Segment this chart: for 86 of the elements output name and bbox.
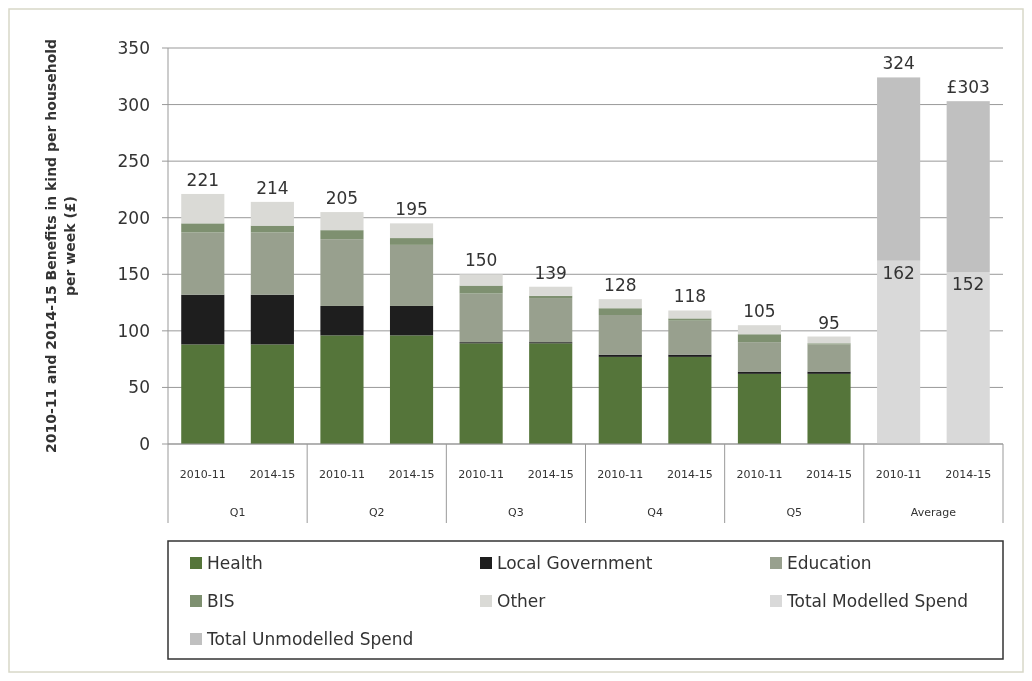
legend-label: Health xyxy=(207,552,263,573)
bar xyxy=(529,343,573,444)
legend-label: Total Unmodelled Spend xyxy=(206,628,414,649)
bar xyxy=(807,336,851,344)
bar xyxy=(807,373,851,444)
total-label: 214 xyxy=(256,177,289,198)
y-tick-label: 150 xyxy=(117,264,150,285)
bar xyxy=(598,308,642,316)
x-tick-label: 2010-11 xyxy=(875,468,922,481)
bar xyxy=(389,335,434,444)
y-tick-label: 200 xyxy=(117,207,150,228)
total-label: 118 xyxy=(673,286,707,307)
total-label: 205 xyxy=(325,188,359,209)
bar xyxy=(668,310,712,319)
text: Average xyxy=(910,506,957,519)
bar xyxy=(737,342,782,372)
y-tick-label: 250 xyxy=(117,151,150,172)
data-label: 162 xyxy=(882,262,915,283)
bar xyxy=(181,193,225,224)
text: Q5 xyxy=(786,506,803,519)
bar xyxy=(181,223,225,233)
bar xyxy=(250,344,294,444)
bar xyxy=(250,294,294,345)
bar xyxy=(320,335,364,444)
bar xyxy=(598,356,642,444)
bar xyxy=(737,373,782,444)
bar xyxy=(877,260,921,444)
x-tick-label: 2010-11 xyxy=(736,468,783,481)
x-tick-label: 2014-15 xyxy=(249,468,296,481)
y-tick-label: 100 xyxy=(117,320,150,341)
bar xyxy=(320,230,364,240)
total-label: 324 xyxy=(882,53,915,74)
x-tick-label: 2014-15 xyxy=(527,468,574,481)
bar xyxy=(946,101,990,273)
y-tick-label: 350 xyxy=(117,37,150,58)
legend-label: Local Government xyxy=(497,552,653,573)
y-tick-label: 0 xyxy=(139,433,150,454)
bar xyxy=(877,77,921,261)
x-tick-label: 2014-15 xyxy=(806,468,853,481)
bar xyxy=(668,318,712,321)
bar xyxy=(459,285,503,294)
total-label: 150 xyxy=(464,250,498,271)
y-axis-title: 2010-11 and 2014-15 Benefits in kind per household per week (£) xyxy=(43,38,78,454)
bar xyxy=(181,344,225,444)
text: Q2 xyxy=(368,506,385,519)
bar xyxy=(459,274,503,286)
total-label: 195 xyxy=(395,199,428,220)
legend-label: Other xyxy=(497,590,546,611)
bar xyxy=(250,201,294,226)
legend-label: Education xyxy=(787,552,872,573)
x-tick-label: 2014-15 xyxy=(945,468,992,481)
x-tick-label: 2010-11 xyxy=(597,468,644,481)
bar xyxy=(181,294,225,345)
bar xyxy=(320,305,364,336)
bar xyxy=(807,344,851,372)
bar xyxy=(389,305,434,336)
bar xyxy=(389,238,434,245)
x-tick-label: 2014-15 xyxy=(388,468,435,481)
total-label: 139 xyxy=(534,262,567,283)
data-label: 152 xyxy=(951,274,985,295)
y-tick-label: 300 xyxy=(117,94,150,115)
total-label: 95 xyxy=(818,312,840,333)
x-tick-label: 2010-11 xyxy=(458,468,505,481)
text: Q4 xyxy=(647,506,663,519)
total-label: £303 xyxy=(946,77,990,98)
bar xyxy=(946,272,990,444)
bar xyxy=(737,334,782,343)
total-label: 105 xyxy=(743,301,776,322)
bar xyxy=(529,286,573,296)
bar xyxy=(807,371,851,374)
bar xyxy=(459,343,503,444)
bar xyxy=(668,356,712,444)
total-label: 221 xyxy=(186,169,220,190)
legend-label: BIS xyxy=(207,590,235,611)
y-tick-label: 50 xyxy=(128,377,150,398)
x-tick-label: 2010-11 xyxy=(318,468,365,481)
bar xyxy=(598,299,642,309)
legend-label: Total Modelled Spend xyxy=(786,590,969,611)
bar xyxy=(389,223,434,239)
bar xyxy=(737,325,782,335)
text: Q3 xyxy=(508,506,524,519)
total-label: 128 xyxy=(604,275,637,296)
bar xyxy=(320,212,364,231)
text: Q1 xyxy=(229,506,246,519)
x-tick-label: 2014-15 xyxy=(666,468,713,481)
x-tick-label: 2010-11 xyxy=(179,468,226,481)
